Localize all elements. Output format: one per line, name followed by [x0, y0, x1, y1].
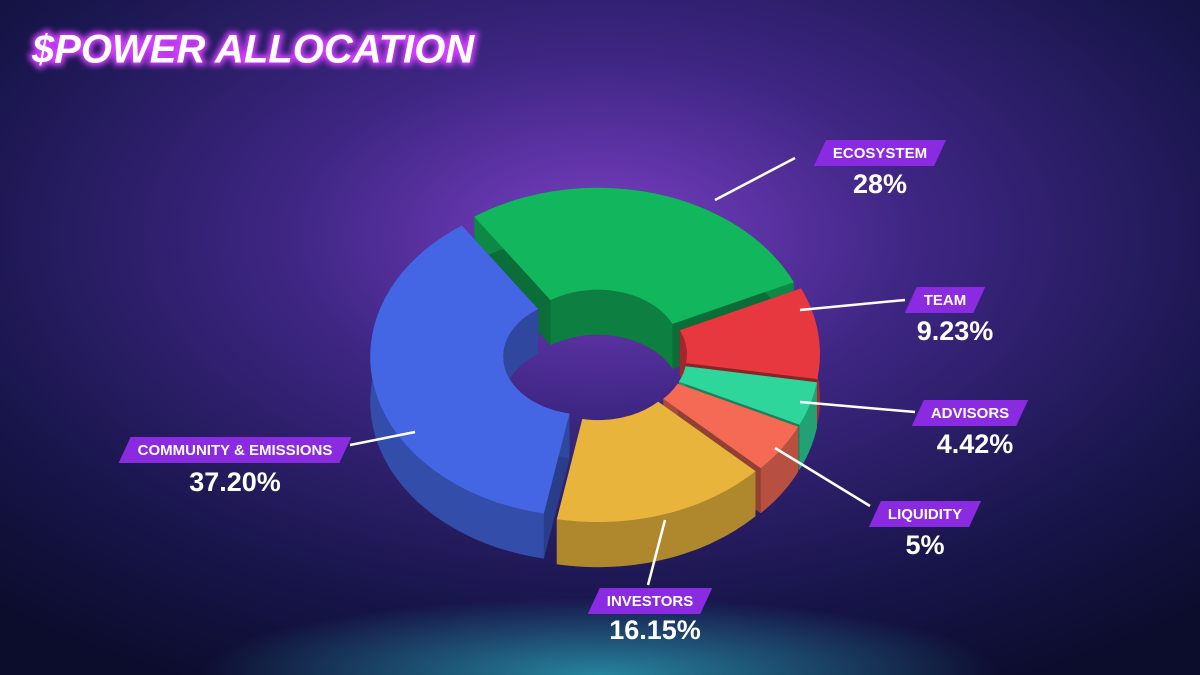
label-box [904, 287, 986, 313]
labels: ECOSYSTEM 28% TEAM 9.23% ADVISORS 4.42% LIQUID… [118, 140, 1029, 645]
value-label: 9.23% [917, 316, 994, 346]
slice [679, 288, 820, 380]
category-label: LIQUIDITY [888, 506, 962, 523]
category-label: TEAM [924, 292, 967, 309]
label-box [813, 140, 947, 166]
value-label: 16.15% [609, 615, 701, 645]
slice-inner-wall [550, 289, 673, 369]
category-label: COMMUNITY & EMISSIONS [138, 442, 333, 459]
chart-title: $POWER ALLOCATION [31, 28, 475, 72]
value-label: 5% [905, 530, 944, 560]
leader-line [799, 298, 906, 312]
donut [370, 187, 820, 568]
leader-line [774, 446, 871, 508]
slice [663, 383, 799, 469]
slice-outer-wall [370, 225, 544, 559]
slice-outer-wall [556, 471, 756, 568]
title-glow: $POWER ALLOCATION [31, 28, 475, 72]
leader-line [799, 400, 916, 414]
slice-inner-wall [679, 330, 687, 409]
leader-line [714, 156, 796, 202]
slice [474, 187, 794, 324]
leader-line [646, 519, 667, 586]
value-label: 37.20% [189, 467, 281, 497]
slice [370, 225, 570, 514]
label-box [587, 588, 713, 614]
slice [678, 366, 817, 425]
slice [556, 401, 756, 523]
label-box [118, 437, 352, 463]
slice-outer-wall [760, 426, 799, 514]
category-label: INVESTORS [607, 593, 693, 610]
value-label: 28% [853, 169, 907, 199]
label-box [911, 400, 1029, 426]
value-label: 4.42% [937, 429, 1014, 459]
category-label: ADVISORS [931, 405, 1009, 422]
category-label: ECOSYSTEM [833, 145, 927, 162]
label-box [868, 501, 982, 527]
leader-line [349, 430, 416, 447]
